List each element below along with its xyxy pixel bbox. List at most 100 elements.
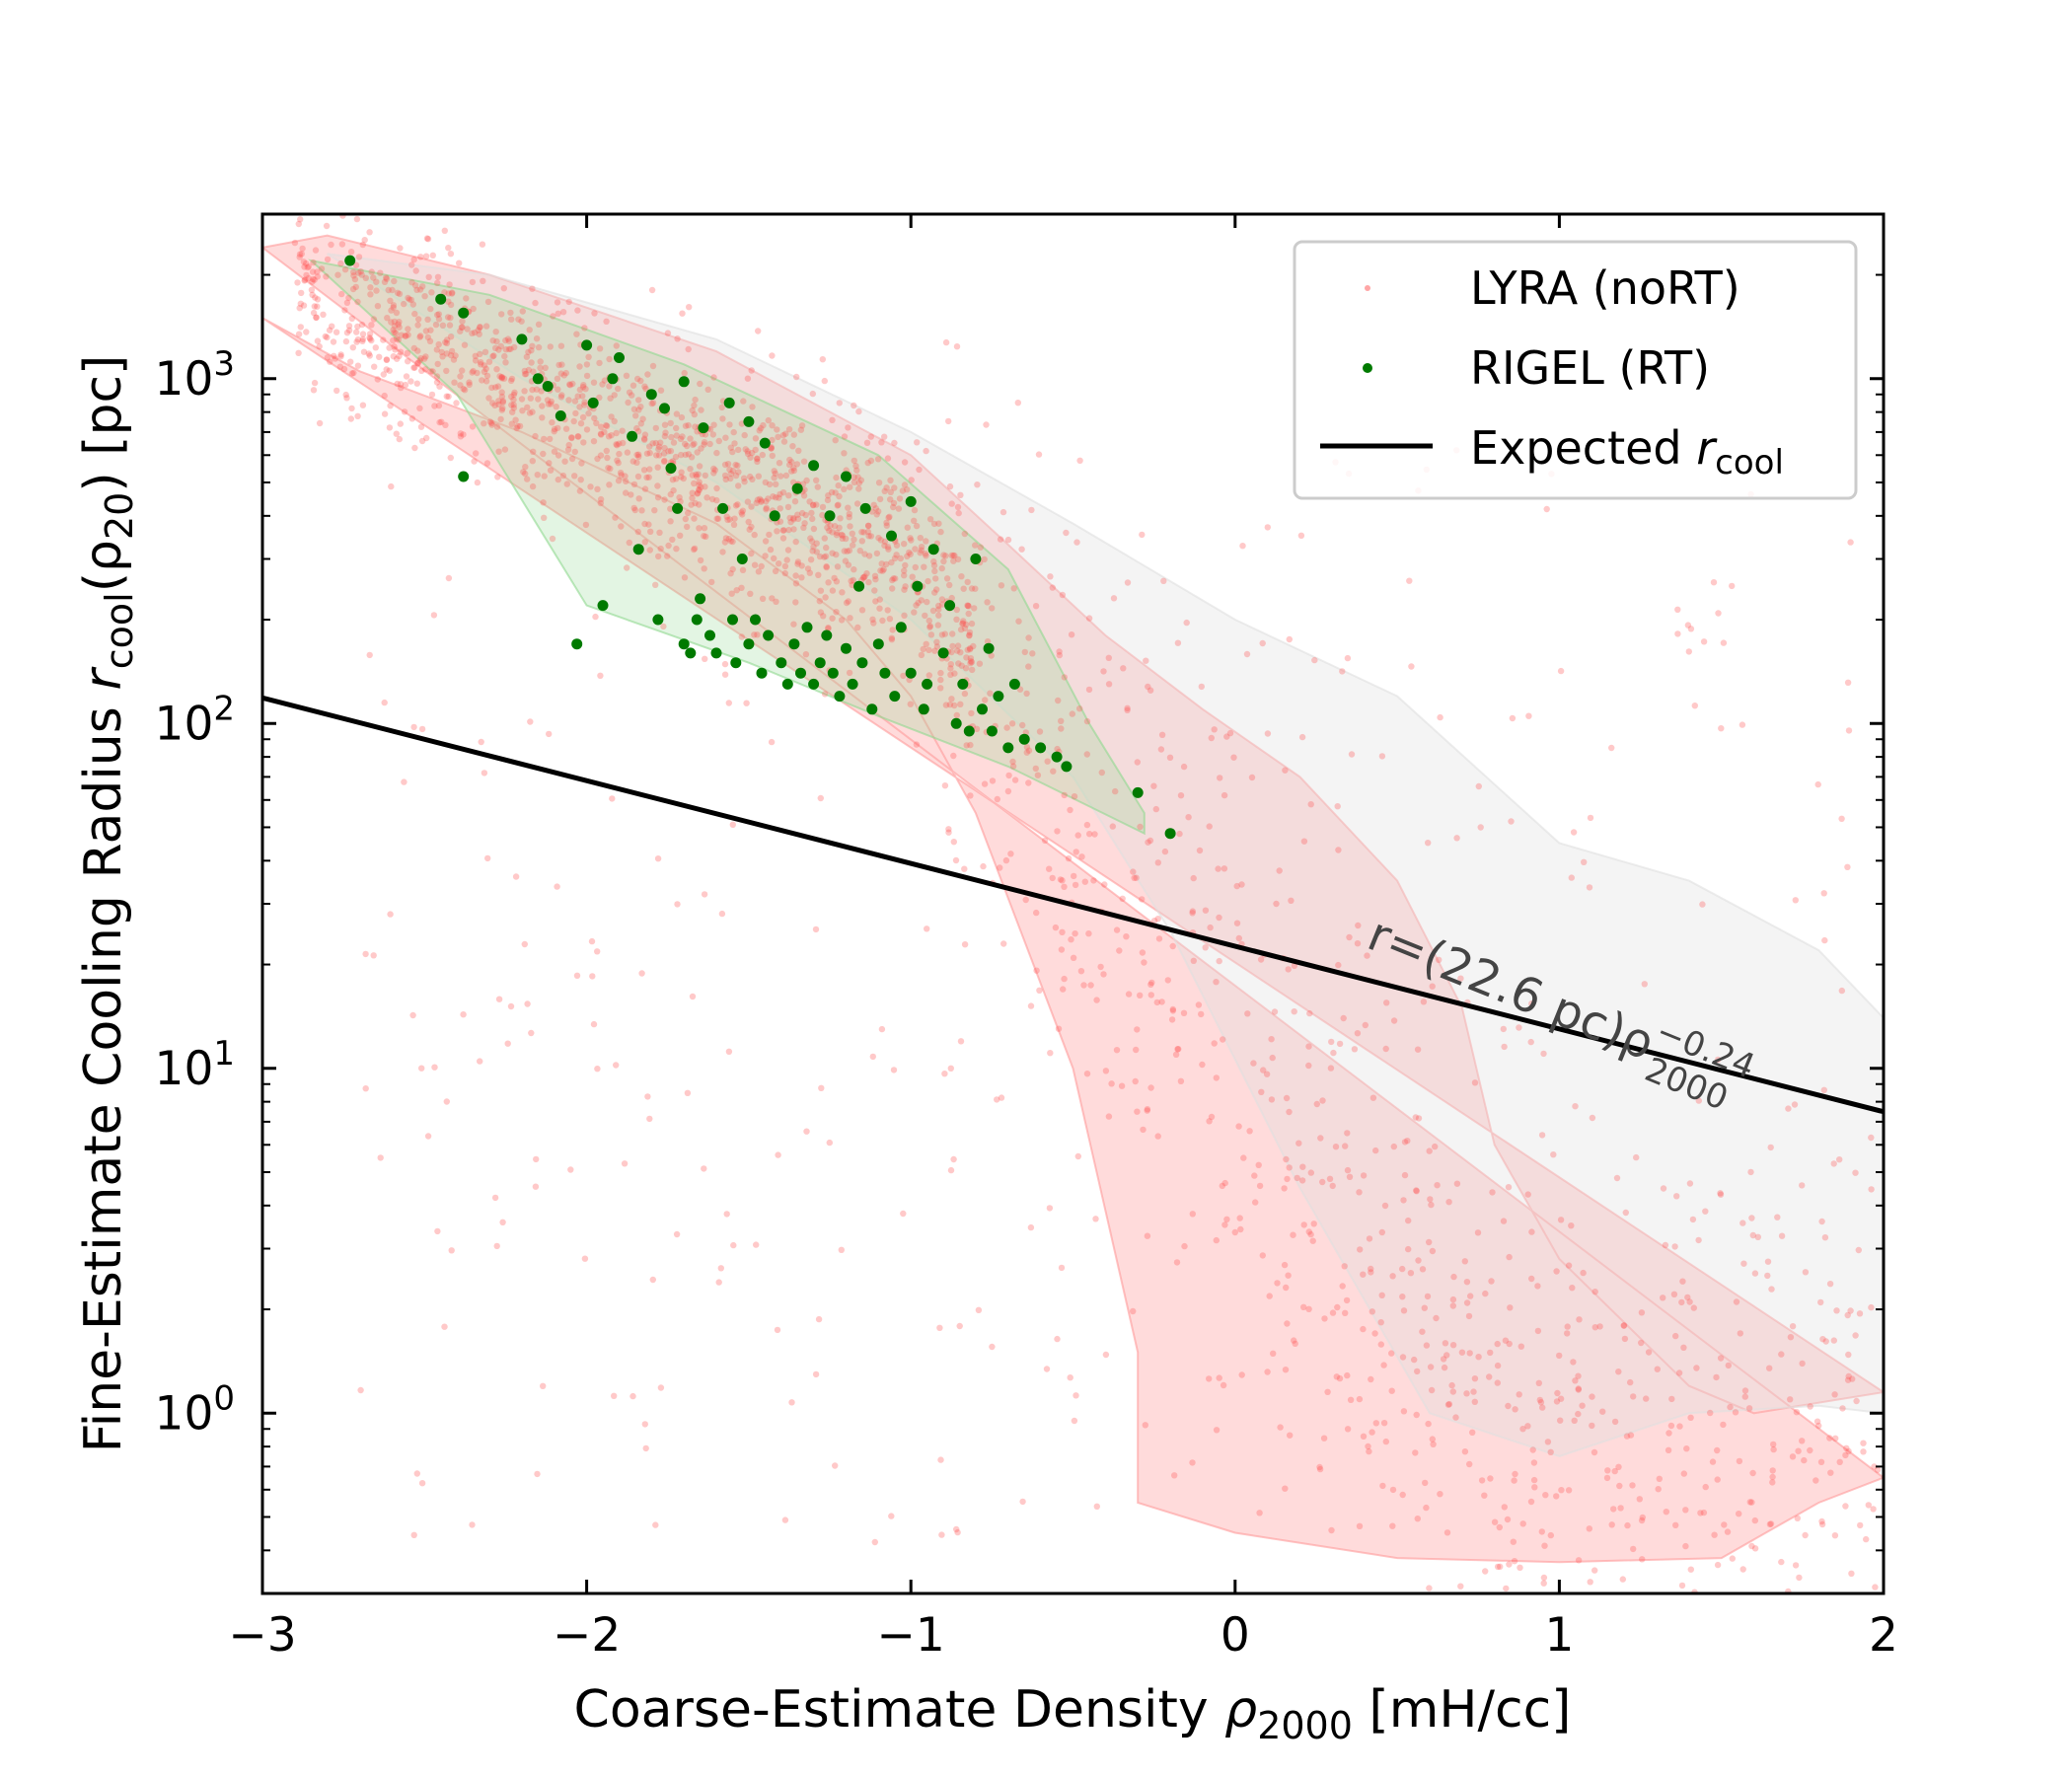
lyra-point bbox=[1504, 1516, 1512, 1523]
lyra-point bbox=[1445, 1199, 1452, 1206]
lyra-point bbox=[513, 424, 520, 432]
lyra-point bbox=[1335, 847, 1342, 853]
lyra-point bbox=[655, 446, 662, 453]
lyra-point bbox=[881, 538, 889, 546]
lyra-point bbox=[535, 396, 542, 403]
lyra-point bbox=[727, 475, 734, 482]
lyra-point bbox=[405, 332, 411, 338]
lyra-point bbox=[1693, 1365, 1700, 1371]
lyra-point bbox=[1221, 1179, 1228, 1187]
lyra-point bbox=[813, 549, 820, 555]
lyra-point bbox=[592, 613, 599, 621]
lyra-point bbox=[1741, 1387, 1749, 1394]
lyra-point bbox=[692, 499, 699, 507]
lyra-point bbox=[703, 494, 710, 501]
rigel-point bbox=[1035, 742, 1047, 754]
lyra-point bbox=[1257, 956, 1265, 963]
lyra-point bbox=[1090, 877, 1097, 884]
lyra-point bbox=[739, 511, 746, 518]
lyra-point bbox=[867, 533, 875, 540]
lyra-point bbox=[1721, 1521, 1728, 1528]
lyra-point bbox=[661, 421, 669, 428]
lyra-point bbox=[901, 612, 908, 619]
lyra-point bbox=[608, 432, 615, 439]
lyra-point bbox=[731, 440, 738, 447]
lyra-point bbox=[1344, 1166, 1352, 1174]
lyra-point bbox=[679, 433, 686, 440]
lyra-point bbox=[744, 375, 752, 382]
lyra-point bbox=[1025, 634, 1032, 641]
lyra-point bbox=[443, 393, 450, 400]
lyra-point bbox=[447, 301, 455, 309]
lyra-point bbox=[635, 495, 642, 502]
lyra-point bbox=[918, 544, 925, 551]
lyra-point bbox=[856, 548, 863, 555]
lyra-point bbox=[585, 353, 592, 360]
lyra-point bbox=[614, 457, 621, 464]
lyra-point bbox=[518, 396, 526, 403]
lyra-point bbox=[296, 254, 303, 260]
lyra-point bbox=[1741, 1393, 1749, 1400]
lyra-point bbox=[1620, 1322, 1627, 1329]
lyra-point bbox=[1124, 579, 1132, 586]
lyra-point bbox=[812, 1370, 820, 1378]
lyra-point bbox=[557, 394, 565, 401]
lyra-point bbox=[879, 617, 886, 625]
lyra-point bbox=[631, 506, 638, 514]
lyra-point bbox=[1190, 957, 1198, 964]
lyra-point bbox=[966, 632, 973, 639]
lyra-point bbox=[1611, 1418, 1619, 1426]
lyra-point bbox=[1449, 1342, 1457, 1349]
lyra-point bbox=[655, 553, 662, 560]
lyra-point bbox=[405, 358, 411, 365]
lyra-point bbox=[942, 553, 949, 559]
lyra-point bbox=[848, 577, 854, 585]
lyra-point bbox=[916, 466, 923, 474]
lyra-point bbox=[354, 298, 361, 306]
band-1 bbox=[262, 234, 1884, 1564]
lyra-point bbox=[859, 574, 867, 581]
lyra-point bbox=[578, 460, 585, 467]
lyra-point bbox=[890, 575, 897, 582]
lyra-point bbox=[491, 402, 498, 409]
lyra-point bbox=[813, 501, 820, 508]
lyra-point bbox=[411, 310, 418, 318]
lyra-point bbox=[589, 973, 596, 980]
lyra-point bbox=[1749, 1469, 1756, 1477]
lyra-point bbox=[470, 305, 477, 313]
lyra-point bbox=[957, 491, 964, 498]
lyra-point bbox=[667, 490, 674, 498]
lyra-point bbox=[354, 323, 361, 331]
lyra-point bbox=[870, 501, 877, 508]
lyra-point bbox=[1101, 881, 1108, 888]
lyra-point bbox=[523, 353, 531, 360]
lyra-point bbox=[426, 337, 434, 344]
lyra-point bbox=[466, 381, 473, 388]
lyra-point bbox=[324, 354, 332, 361]
lyra-point bbox=[648, 400, 655, 407]
lyra-point bbox=[498, 407, 505, 413]
lyra-point bbox=[1087, 982, 1094, 989]
lyra-point bbox=[777, 518, 784, 525]
lyra-point bbox=[751, 631, 758, 638]
lyra-point bbox=[397, 348, 405, 355]
lyra-point bbox=[1351, 1046, 1359, 1053]
lyra-point bbox=[833, 609, 840, 616]
lyra-point bbox=[643, 450, 651, 457]
lyra-point bbox=[1298, 1177, 1306, 1184]
lyra-point bbox=[953, 711, 960, 719]
lyra-point bbox=[1083, 1071, 1091, 1077]
lyra-point bbox=[408, 415, 415, 422]
lyra-point bbox=[710, 421, 717, 428]
lyra-point bbox=[1501, 1504, 1509, 1511]
lyra-point bbox=[334, 271, 341, 278]
lyra-point bbox=[696, 501, 703, 508]
lyra-point bbox=[1550, 1151, 1557, 1158]
lyra-point bbox=[1863, 1535, 1870, 1543]
rigel-point bbox=[571, 638, 583, 650]
lyra-point bbox=[525, 348, 532, 356]
rigel-point bbox=[808, 460, 820, 472]
lyra-point bbox=[826, 1139, 833, 1147]
lyra-point bbox=[729, 448, 736, 456]
lyra-point bbox=[447, 454, 454, 462]
